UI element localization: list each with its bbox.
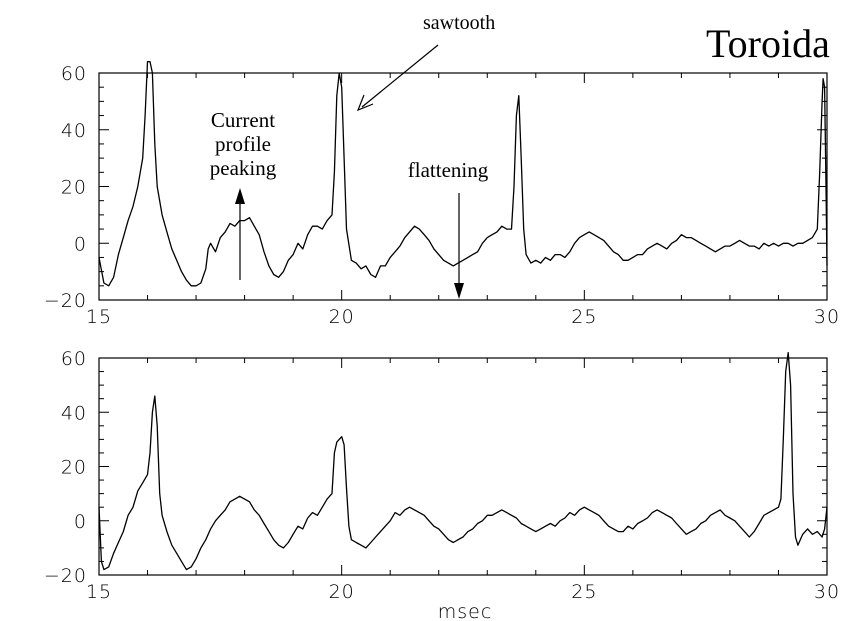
flattening-label: flattening: [408, 158, 489, 182]
sawtooth-label: sawtooth: [423, 12, 495, 34]
y-tick-label: −20: [44, 290, 87, 312]
x-tick-label: 15: [86, 581, 112, 603]
plot-frame: [98, 357, 828, 576]
peaking-up-arrow: [235, 188, 245, 280]
plot-frame: [98, 72, 828, 301]
x-tick-label: 30: [814, 581, 840, 603]
y-tick-label: 40: [61, 402, 87, 424]
chart-title-fragment: Toroida: [706, 21, 830, 66]
signal-series-line: [98, 60, 828, 287]
y-tick-label: 0: [74, 233, 87, 255]
peaking-label-line1: Current: [211, 108, 275, 132]
x-tick-label: 20: [329, 306, 355, 328]
y-tick-label: 40: [61, 120, 87, 142]
y-tick-label: 20: [61, 457, 87, 479]
x-tick-label: 15: [86, 306, 112, 328]
x-tick-label: 30: [814, 306, 840, 328]
flattening-down-arrow: [454, 193, 464, 299]
y-tick-label: 60: [61, 348, 87, 370]
x-tick-label: 20: [329, 581, 355, 603]
x-axis-label: msec: [438, 601, 493, 621]
x-tick-label: 25: [571, 306, 597, 328]
y-tick-label: −20: [44, 565, 87, 587]
peaking-label-line2: profile: [215, 132, 271, 156]
y-tick-label: 0: [74, 511, 87, 533]
top-panel: 15 20 25 30 60 40 20 0 −20: [44, 60, 840, 328]
peaking-label-line3: peaking: [210, 156, 277, 180]
bottom-panel: 15 20 25 30 60 40 20 0 −20: [44, 348, 840, 603]
x-tick-label: 25: [571, 581, 597, 603]
y-tick-label: 60: [61, 63, 87, 85]
y-tick-label: 20: [61, 177, 87, 199]
signal-series-line: [98, 351, 828, 571]
sawtooth-arrow: [356, 44, 439, 112]
